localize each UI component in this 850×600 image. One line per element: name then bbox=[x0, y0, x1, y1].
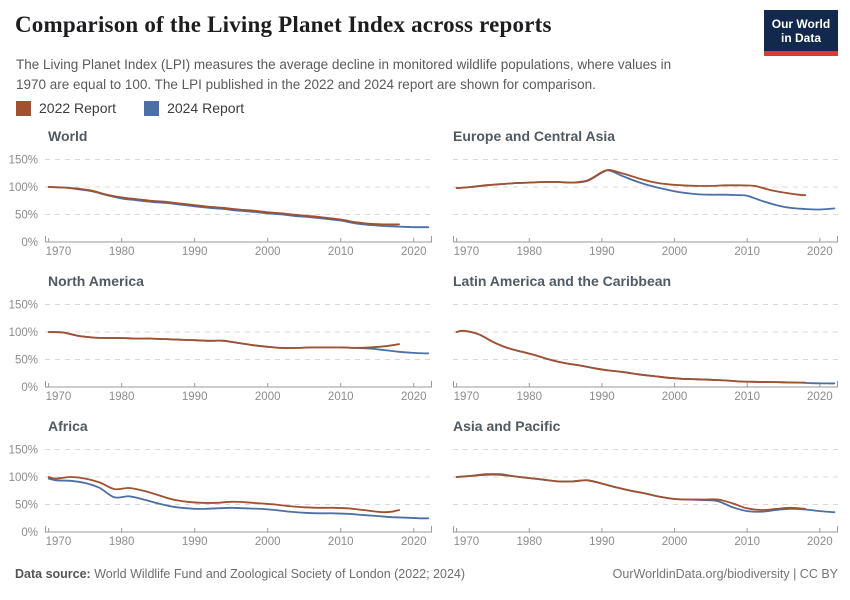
y-tick-label-50: 50% bbox=[15, 500, 38, 512]
x-tick-label-2010: 2010 bbox=[328, 246, 354, 258]
chart-plot-area: 1970 1980 1990 2000 2010 2020 0% 50% 100% 150% bbox=[9, 300, 432, 403]
series-line-2022-report bbox=[455, 329, 807, 384]
x-tick-label-1980: 1980 bbox=[516, 246, 542, 258]
chart-africa: Africa 1970 1980 1990 2000 2010 2020 0% 50% 100%… bbox=[9, 418, 432, 563]
legend-swatch-2024 bbox=[144, 100, 160, 116]
chart-latin-america-caribbean: Latin America and the Caribbean 1970 1980… bbox=[446, 273, 838, 418]
x-tick-label-1980: 1980 bbox=[109, 391, 135, 403]
chart-title-asia-pacific: Asia and Pacific bbox=[453, 418, 561, 434]
y-tick-label-0: 0% bbox=[21, 527, 38, 539]
chart-plot-area: 1970 1980 1990 2000 2010 2020 bbox=[453, 304, 838, 403]
x-tick-label-1990: 1990 bbox=[589, 246, 615, 258]
x-tick-label-2010: 2010 bbox=[328, 536, 354, 548]
chart-subtitle: The Living Planet Index (LPI) measures t… bbox=[16, 55, 746, 95]
x-tick-label-1970: 1970 bbox=[46, 246, 72, 258]
series-line-2022-report bbox=[455, 473, 807, 511]
x-tick-label-2000: 2000 bbox=[255, 246, 281, 258]
series-line-2022-report bbox=[47, 186, 400, 226]
chart-world: World 1970 1980 1990 2000 2010 2020 0% 50% 100% 1… bbox=[9, 128, 432, 273]
legend-label-2022: 2022 Report bbox=[39, 100, 117, 116]
x-tick-label-1990: 1990 bbox=[182, 391, 208, 403]
x-tick-label-2000: 2000 bbox=[255, 536, 281, 548]
y-tick-label-150: 150% bbox=[9, 300, 38, 312]
chart-plot-area: 1970 1980 1990 2000 2010 2020 bbox=[453, 449, 838, 548]
subtitle-line-1: The Living Planet Index (LPI) measures t… bbox=[16, 57, 672, 72]
y-tick-label-150: 150% bbox=[9, 445, 38, 457]
x-tick-label-2010: 2010 bbox=[734, 391, 760, 403]
data-source-label: Data source: bbox=[15, 567, 91, 581]
x-tick-label-1980: 1980 bbox=[516, 536, 542, 548]
legend: 2022 Report 2024 Report bbox=[16, 100, 244, 116]
y-tick-label-100: 100% bbox=[9, 472, 38, 484]
legend-item-2024-report[interactable]: 2024 Report bbox=[144, 100, 244, 116]
x-tick-label-1980: 1980 bbox=[109, 536, 135, 548]
y-tick-label-100: 100% bbox=[9, 327, 38, 339]
x-tick-label-1980: 1980 bbox=[109, 246, 135, 258]
legend-item-2022-report[interactable]: 2022 Report bbox=[16, 100, 116, 116]
x-tick-label-2000: 2000 bbox=[662, 246, 688, 258]
series-line-2022-report bbox=[47, 476, 400, 514]
x-tick-label-2000: 2000 bbox=[662, 391, 688, 403]
chart-plot-area: 1970 1980 1990 2000 2010 2020 bbox=[453, 159, 838, 258]
x-tick-label-1990: 1990 bbox=[182, 246, 208, 258]
y-tick-label-50: 50% bbox=[15, 355, 38, 367]
x-tick-label-1990: 1990 bbox=[589, 536, 615, 548]
data-source-note: Data source: World Wildlife Fund and Zoo… bbox=[15, 567, 465, 581]
x-tick-label-1970: 1970 bbox=[46, 536, 72, 548]
y-tick-label-150: 150% bbox=[9, 155, 38, 167]
legend-label-2024: 2024 Report bbox=[167, 100, 245, 116]
y-tick-label-50: 50% bbox=[15, 210, 38, 222]
data-source-text: World Wildlife Fund and Zoological Socie… bbox=[90, 567, 466, 581]
series-line-2022-report bbox=[455, 168, 807, 197]
legend-swatch-2022 bbox=[16, 100, 31, 116]
x-tick-label-2010: 2010 bbox=[734, 246, 760, 258]
x-tick-label-1990: 1990 bbox=[589, 391, 615, 403]
series-line-2024-report bbox=[47, 477, 430, 520]
x-tick-label-2000: 2000 bbox=[662, 536, 688, 548]
x-tick-label-1980: 1980 bbox=[516, 391, 542, 403]
x-tick-label-1990: 1990 bbox=[182, 536, 208, 548]
subtitle-line-2: 1970 are equal to 100. The LPI published… bbox=[16, 77, 596, 92]
page-title: Comparison of the Living Planet Index ac… bbox=[15, 12, 552, 37]
chart-plot-area: 1970 1980 1990 2000 2010 2020 0% 50% 100% 150% bbox=[9, 155, 432, 258]
x-tick-label-1970: 1970 bbox=[454, 391, 480, 403]
x-tick-label-1970: 1970 bbox=[454, 536, 480, 548]
x-tick-label-1970: 1970 bbox=[454, 246, 480, 258]
footer-license-link[interactable]: OurWorldinData.org/biodiversity | CC BY bbox=[612, 567, 838, 581]
small-multiples-grid: World 1970 1980 1990 2000 2010 2020 0% 50% 100% 1… bbox=[9, 128, 838, 563]
x-tick-label-2000: 2000 bbox=[255, 391, 281, 403]
chart-title-europe-central-asia: Europe and Central Asia bbox=[453, 128, 616, 144]
chart-europe-central-asia: Europe and Central Asia 1970 1980 1990 2000… bbox=[446, 128, 838, 273]
series-line-2022-report bbox=[47, 331, 400, 349]
owid-logo-line1: Our World bbox=[771, 17, 831, 31]
x-tick-label-2010: 2010 bbox=[734, 536, 760, 548]
chart-row-1: World 1970 1980 1990 2000 2010 2020 0% 50% 100% 1… bbox=[9, 128, 838, 273]
chart-title-latin-america-caribbean: Latin America and the Caribbean bbox=[453, 273, 672, 289]
series-line-2024-report bbox=[47, 186, 430, 229]
chart-title-africa: Africa bbox=[48, 418, 88, 434]
x-tick-label-2020: 2020 bbox=[401, 246, 427, 258]
x-tick-label-2020: 2020 bbox=[807, 391, 833, 403]
x-tick-label-2010: 2010 bbox=[328, 391, 354, 403]
chart-plot-area: 1970 1980 1990 2000 2010 2020 0% 50% 100% 150% bbox=[9, 445, 432, 548]
chart-title-world: World bbox=[48, 128, 88, 144]
chart-title-north-america: North America bbox=[48, 273, 144, 289]
x-tick-label-2020: 2020 bbox=[401, 391, 427, 403]
chart-row-2: North America 1970 1980 1990 2000 2010 2020 0%… bbox=[9, 273, 838, 418]
x-tick-label-1970: 1970 bbox=[46, 391, 72, 403]
chart-asia-pacific: Asia and Pacific 1970 1980 1990 2000 2010 202… bbox=[446, 418, 838, 563]
owid-logo-line2: in Data bbox=[780, 31, 821, 45]
x-tick-label-2020: 2020 bbox=[807, 536, 833, 548]
footer: Data source: World Wildlife Fund and Zoo… bbox=[15, 567, 838, 581]
chart-row-3: Africa 1970 1980 1990 2000 2010 2020 0% 50% 100%… bbox=[9, 418, 838, 563]
y-tick-label-0: 0% bbox=[21, 382, 38, 394]
series-line-2024-report bbox=[455, 169, 836, 211]
x-tick-label-2020: 2020 bbox=[807, 246, 833, 258]
y-tick-label-0: 0% bbox=[21, 237, 38, 249]
x-tick-label-2020: 2020 bbox=[401, 536, 427, 548]
y-tick-label-100: 100% bbox=[9, 182, 38, 194]
chart-north-america: North America 1970 1980 1990 2000 2010 2020 0%… bbox=[9, 273, 432, 418]
owid-logo[interactable]: Our World in Data bbox=[764, 10, 838, 56]
